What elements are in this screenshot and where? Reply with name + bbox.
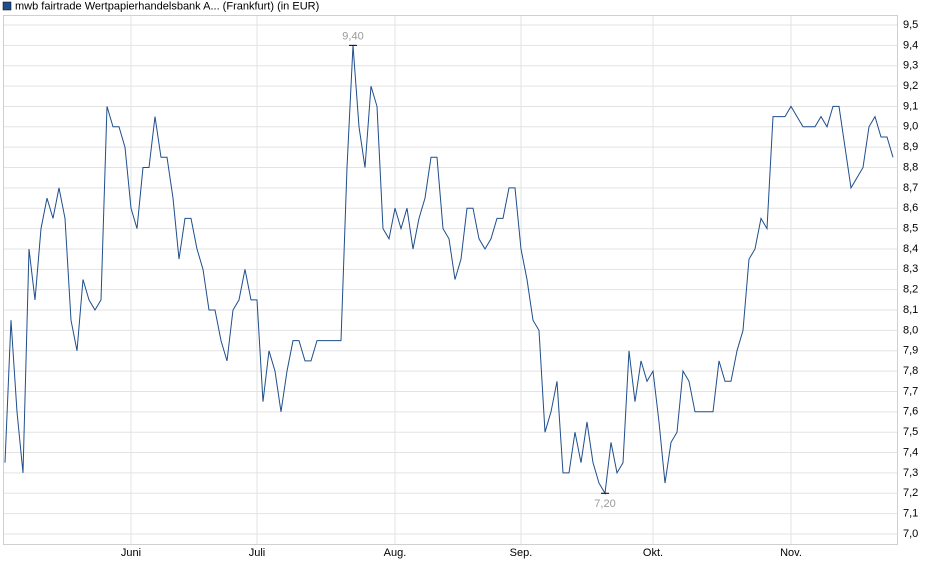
price-line (4, 45, 894, 495)
y-tick-label: 8,7 (903, 182, 918, 194)
x-tick-label: Juli (249, 547, 266, 559)
y-tick-label: 9,4 (903, 39, 918, 51)
y-tick-label: 7,0 (903, 528, 918, 540)
annotation-label: 9,40 (342, 30, 363, 42)
annotation-label: 7,20 (594, 498, 615, 510)
y-tick-label: 8,0 (903, 324, 918, 336)
y-tick-label: 7,7 (903, 385, 918, 397)
y-tick-label: 9,1 (903, 100, 918, 112)
x-tick-label: Aug. (384, 547, 407, 559)
y-tick-label: 8,5 (903, 223, 918, 235)
y-tick-label: 7,8 (903, 365, 918, 377)
y-tick-label: 7,2 (903, 487, 918, 499)
y-tick-label: 8,2 (903, 284, 918, 296)
legend-label: mwb fairtrade Wertpapierhandelsbank A...… (15, 0, 319, 12)
y-tick-label: 7,5 (903, 426, 918, 438)
y-tick-label: 7,4 (903, 446, 918, 458)
legend-swatch (2, 1, 12, 11)
y-tick-label: 8,6 (903, 202, 918, 214)
x-tick-label: Nov. (780, 547, 802, 559)
y-tick-label: 9,0 (903, 121, 918, 133)
x-tick-label: Okt. (643, 547, 663, 559)
plot-frame (3, 15, 898, 545)
x-tick-label: Sep. (510, 547, 533, 559)
y-tick-label: 7,6 (903, 406, 918, 418)
y-tick-label: 8,4 (903, 243, 918, 255)
y-tick-label: 8,9 (903, 141, 918, 153)
y-tick-label: 9,2 (903, 80, 918, 92)
y-tick-label: 7,1 (903, 508, 918, 520)
y-tick-label: 9,3 (903, 60, 918, 72)
y-tick-label: 7,3 (903, 467, 918, 479)
y-tick-label: 7,9 (903, 345, 918, 357)
y-tick-label: 9,5 (903, 19, 918, 31)
y-tick-label: 8,3 (903, 263, 918, 275)
x-tick-label: Juni (121, 547, 141, 559)
y-tick-label: 8,8 (903, 161, 918, 173)
y-tick-label: 8,1 (903, 304, 918, 316)
